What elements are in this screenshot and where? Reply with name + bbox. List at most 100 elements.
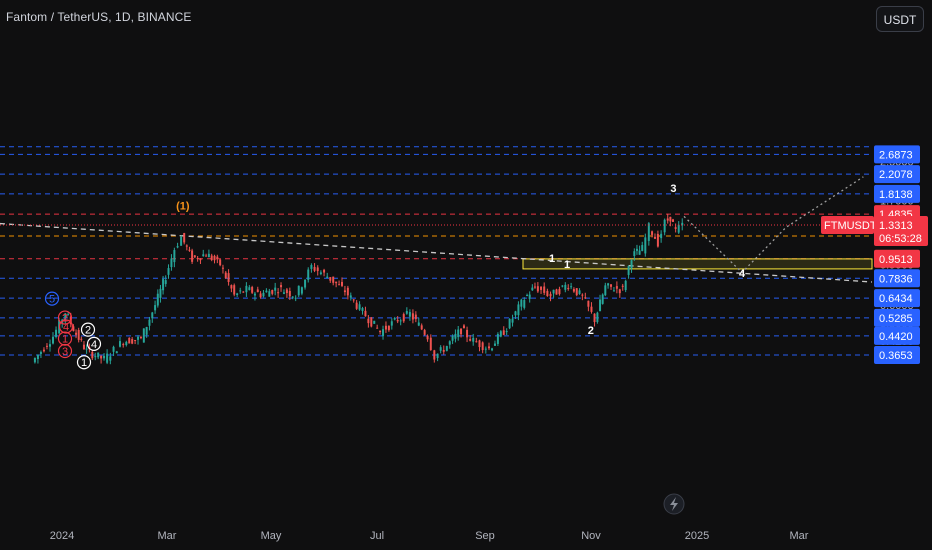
candle-body xyxy=(268,291,271,297)
price-level-tag-label: 1.8138 xyxy=(879,189,913,201)
candle-body xyxy=(45,345,48,347)
time-axis-label: Jul xyxy=(370,530,384,542)
candle-body xyxy=(505,331,508,333)
candle-body xyxy=(379,330,382,333)
candle-body xyxy=(653,236,656,239)
candle-body xyxy=(139,337,142,339)
lightning-icon-glyph xyxy=(670,497,678,511)
candle-body xyxy=(193,255,196,258)
candle-body xyxy=(405,310,408,314)
circled-wave-marker xyxy=(57,343,73,359)
candle-body xyxy=(439,347,442,351)
current-price-tag xyxy=(874,215,928,246)
candle-body xyxy=(581,294,584,296)
candle-body xyxy=(109,356,112,361)
projection-path[interactable] xyxy=(683,176,864,274)
candle-body xyxy=(475,341,478,343)
candle-body xyxy=(508,318,511,329)
candle-body xyxy=(630,260,633,269)
candle-body xyxy=(103,355,106,359)
candle-body xyxy=(271,290,274,294)
candle-body xyxy=(176,246,179,248)
candle-body xyxy=(601,294,604,304)
candle-body xyxy=(100,355,103,359)
candle-body xyxy=(274,287,277,291)
candle-body xyxy=(552,289,555,294)
circled-wave-marker xyxy=(86,336,102,351)
candle-body xyxy=(112,346,115,352)
candle-body xyxy=(656,233,659,247)
candle-body xyxy=(420,325,423,330)
candle-body xyxy=(393,318,396,320)
candle-body xyxy=(373,320,376,324)
candle-body xyxy=(91,351,94,359)
candle-body xyxy=(445,346,448,351)
candle-body xyxy=(681,222,684,226)
candle-body xyxy=(288,290,291,297)
time-axis-label: Mar xyxy=(790,530,809,542)
candle-body xyxy=(183,233,186,243)
candle-body xyxy=(338,284,341,286)
candle-body xyxy=(593,313,596,323)
trendline[interactable] xyxy=(0,222,873,283)
candle-body xyxy=(514,311,517,316)
wave-label: 2 xyxy=(588,325,594,337)
price-level-tag-label: 0.6434 xyxy=(879,293,913,305)
candle-body xyxy=(487,346,490,349)
price-level-tag-label: 0.9513 xyxy=(879,254,913,266)
circled-wave-marker xyxy=(44,291,60,306)
candle-body xyxy=(151,312,154,319)
candle-body xyxy=(546,290,549,297)
price-level-tag xyxy=(874,269,920,288)
candle-body xyxy=(239,290,242,292)
candle-body xyxy=(367,318,370,324)
candle-body xyxy=(624,280,627,290)
candle-body xyxy=(82,344,85,350)
candle-body xyxy=(411,313,414,320)
candle-body xyxy=(674,227,677,229)
candle-body xyxy=(570,286,573,288)
candle-body xyxy=(207,253,210,258)
candle-body xyxy=(520,299,523,307)
candle-body xyxy=(612,290,615,292)
candle-body xyxy=(531,287,534,291)
candle-body xyxy=(319,272,322,275)
candle-body xyxy=(97,352,100,358)
candle-body xyxy=(641,245,644,251)
zone-label: 1 xyxy=(564,259,570,271)
candle-body xyxy=(313,266,316,271)
candle-body xyxy=(72,326,75,332)
support-zone[interactable] xyxy=(522,258,873,270)
candle-body xyxy=(310,265,313,269)
circled-wave-marker xyxy=(58,319,74,334)
candle-body xyxy=(115,351,118,354)
wave-label: 3 xyxy=(670,183,676,195)
candle-body xyxy=(533,286,536,288)
symbol-tag-label: FTMUSDT xyxy=(824,220,877,232)
candle-body xyxy=(221,267,224,269)
price-level-tag-label: 0.5285 xyxy=(879,313,913,325)
candle-body xyxy=(346,287,349,296)
candle-body xyxy=(277,292,280,294)
candle-body xyxy=(384,325,387,330)
candle-body xyxy=(202,254,205,257)
candle-body xyxy=(575,288,578,296)
candle-body xyxy=(55,329,58,338)
candle-body xyxy=(307,269,310,280)
circled-wave-label: 5 xyxy=(49,294,55,306)
candle-body xyxy=(436,353,439,359)
candle-body xyxy=(638,250,641,255)
candle-body xyxy=(188,249,191,251)
candle-body xyxy=(496,334,499,344)
candle-body xyxy=(517,304,520,316)
price-level-tag-label: 0.4420 xyxy=(879,331,913,343)
candle-body xyxy=(399,320,402,322)
candle-body xyxy=(615,286,618,289)
candle-body xyxy=(36,354,39,360)
currency-button[interactable]: USDT xyxy=(876,6,924,32)
candle-body xyxy=(196,258,199,260)
candle-body xyxy=(119,341,122,347)
candle-body xyxy=(543,286,546,293)
